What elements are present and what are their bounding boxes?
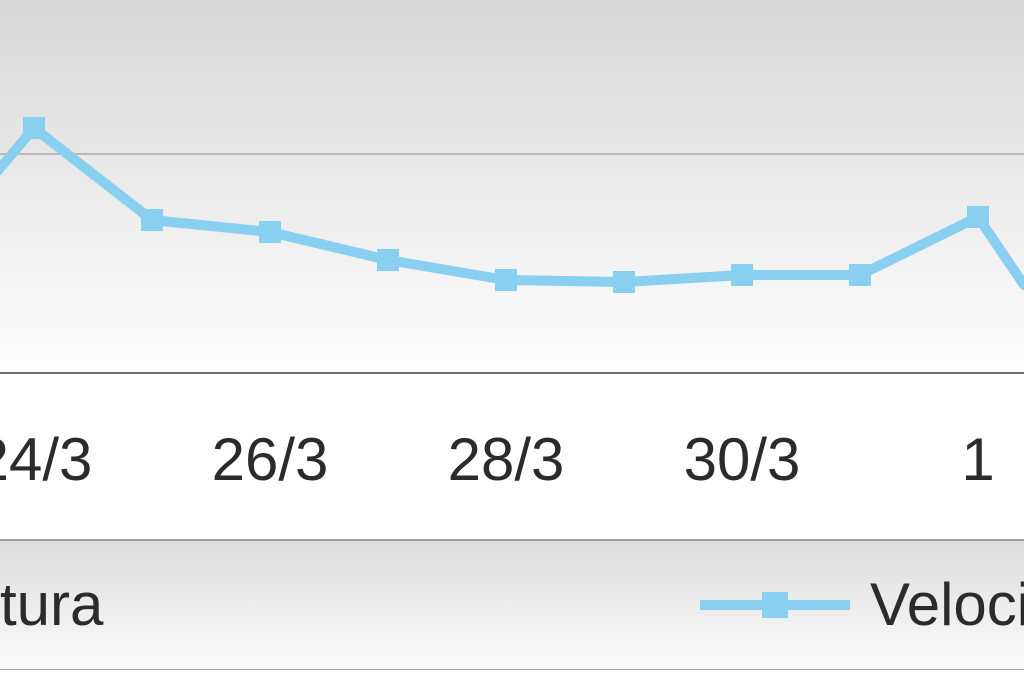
legend-label: Velocita — [870, 571, 1024, 638]
below-legend — [0, 670, 1024, 679]
legend-label: tura — [0, 571, 104, 638]
x-tick-label: 24/3 — [0, 426, 92, 493]
series-marker — [495, 269, 517, 291]
series-marker — [849, 264, 871, 286]
series-marker — [967, 206, 989, 228]
plot-background — [0, 0, 1024, 373]
series-marker — [23, 117, 45, 139]
series-marker — [377, 249, 399, 271]
series-marker — [731, 264, 753, 286]
line-chart: 24/3 26/3 28/3 30/3 1 tura Velocita — [0, 0, 1024, 679]
series-marker — [613, 271, 635, 293]
x-tick-label: 30/3 — [684, 426, 801, 493]
legend-swatch-marker — [762, 592, 788, 618]
x-tick-label: 28/3 — [448, 426, 565, 493]
chart-container: 24/3 26/3 28/3 30/3 1 tura Velocita — [0, 0, 1024, 679]
series-marker — [141, 209, 163, 231]
series-marker — [259, 221, 281, 243]
x-tick-label: 1 — [961, 426, 994, 493]
x-tick-label: 26/3 — [212, 426, 329, 493]
